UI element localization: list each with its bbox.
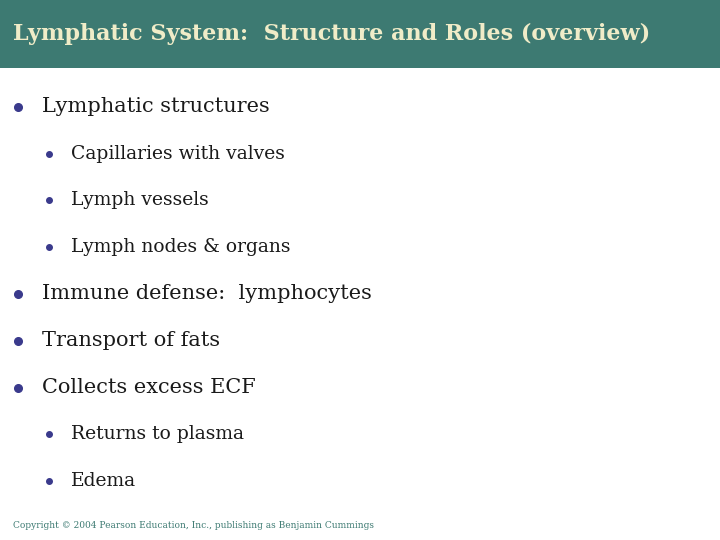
Bar [0,0,720,68]
Text: Transport of fats: Transport of fats [42,331,220,350]
Text: Immune defense:  lymphocytes: Immune defense: lymphocytes [42,285,372,303]
Text: Lymph nodes & organs: Lymph nodes & organs [71,238,290,256]
Text: Collects excess ECF: Collects excess ECF [42,378,256,397]
Text: Returns to plasma: Returns to plasma [71,426,243,443]
Text: Lymphatic structures: Lymphatic structures [42,97,269,116]
Text: Lymph vessels: Lymph vessels [71,191,208,210]
Text: Copyright © 2004 Pearson Education, Inc., publishing as Benjamin Cummings: Copyright © 2004 Pearson Education, Inc.… [13,521,374,530]
Text: Lymphatic System:  Structure and Roles (overview): Lymphatic System: Structure and Roles (o… [13,23,650,45]
Text: Edema: Edema [71,472,135,490]
Text: Capillaries with valves: Capillaries with valves [71,145,284,163]
